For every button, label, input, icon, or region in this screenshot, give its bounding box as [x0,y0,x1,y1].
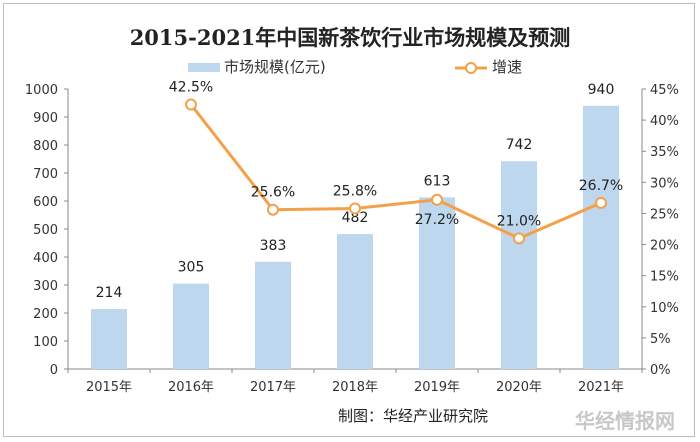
growth-point [349,202,361,215]
legend-bar-label: 市场规模(亿元) [224,58,326,76]
growth-value-label: 25.8% [333,183,377,199]
bar [91,309,127,369]
left-tick-label: 500 [33,223,58,238]
left-tick-label: 700 [33,167,58,182]
right-tick-label: 25% [650,207,679,222]
growth-value-label: 25.6% [251,185,295,201]
growth-point [431,193,443,206]
left-tick-label: 300 [33,279,58,294]
bar-value-label: 383 [260,238,287,254]
x-tick-label: 2015年 [86,380,132,395]
right-tick-label: 30% [650,176,679,191]
growth-value-label: 27.2% [415,212,459,228]
growth-value-label: 26.7% [579,178,623,194]
bar [583,105,619,370]
left-tick-label: 1000 [25,83,58,98]
right-tick-label: 15% [650,270,679,285]
left-tick-label: 200 [33,307,58,322]
bar-value-label: 482 [342,210,369,226]
x-tick-label: 2021年 [578,380,624,395]
x-tick-label: 2018年 [332,380,378,395]
bar [419,197,455,369]
left-tick-label: 0 [50,363,58,378]
growth-point [185,98,197,111]
bar-value-label: 214 [96,285,123,301]
bar-value-label: 742 [506,137,533,153]
right-tick-label: 0% [650,363,671,378]
bar-value-label: 940 [588,82,615,98]
bar-value-label: 305 [178,260,205,276]
right-tick-label: 35% [650,145,679,160]
left-tick-label: 600 [33,195,58,210]
chart-frame [3,3,695,437]
legend-bar-swatch [188,63,220,72]
right-tick-label: 45% [650,83,679,98]
growth-value-label: 21.0% [497,213,541,229]
right-tick-label: 10% [650,301,679,316]
right-tick-label: 5% [650,332,671,347]
x-tick-label: 2017年 [250,380,296,395]
bar [173,283,209,369]
right-tick-label: 40% [650,114,679,129]
legend-line-label: 增速 [492,58,522,76]
left-tick-label: 900 [33,111,58,126]
bar [337,234,373,369]
x-tick-label: 2016年 [168,380,214,395]
left-tick-label: 400 [33,251,58,266]
growth-point [595,196,607,209]
source-note: 制图：华经产业研究院 [338,407,488,425]
growth-value-label: 42.5% [169,80,213,96]
left-tick-label: 100 [33,335,58,350]
bar [501,161,537,369]
watermark-logo: 华经情报网 [575,409,675,433]
right-tick-label: 20% [650,239,679,254]
growth-point [513,232,525,245]
growth-point [267,203,279,216]
legend-line-marker [465,62,477,74]
bar [255,261,291,369]
legend: 市场规模(亿元) 增速 [188,58,522,76]
x-tick-label: 2019年 [414,380,460,395]
x-tick-label: 2020年 [496,380,542,395]
bar-value-label: 613 [424,173,451,189]
chart-title: 2015-2021年中国新茶饮行业市场规模及预测 [130,25,571,50]
left-tick-label: 800 [33,139,58,154]
growth-line [189,103,602,240]
